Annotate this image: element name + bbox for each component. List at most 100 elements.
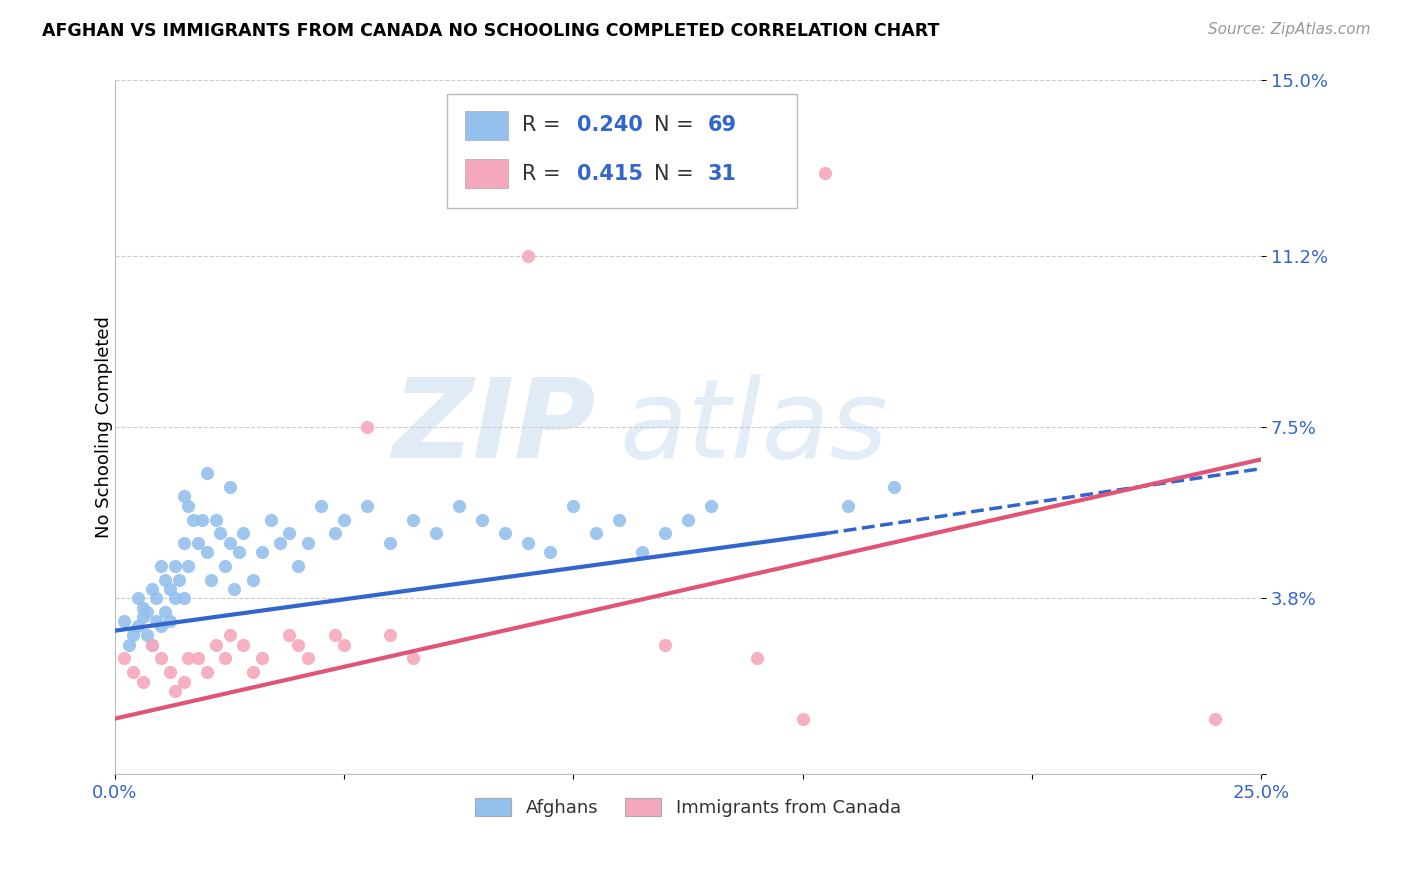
- Point: [155, 605, 177, 619]
- Point: [311, 499, 333, 513]
- Point: [214, 651, 236, 665]
- Point: [814, 165, 837, 179]
- Point: [356, 420, 378, 434]
- Point: [177, 558, 200, 573]
- Point: [269, 535, 291, 549]
- Point: [127, 619, 149, 633]
- Point: [200, 573, 222, 587]
- Point: [209, 526, 232, 541]
- Point: [163, 683, 186, 698]
- Point: [471, 513, 494, 527]
- FancyBboxPatch shape: [464, 159, 508, 188]
- Point: [186, 651, 208, 665]
- Point: [149, 651, 172, 665]
- Point: [538, 545, 561, 559]
- Text: 69: 69: [707, 115, 737, 135]
- Point: [333, 513, 356, 527]
- Point: [173, 535, 195, 549]
- Point: [112, 651, 135, 665]
- Text: R =: R =: [522, 115, 567, 135]
- Point: [323, 628, 346, 642]
- Point: [745, 651, 768, 665]
- Point: [131, 600, 153, 615]
- Text: ZIP: ZIP: [392, 374, 596, 481]
- Point: [177, 651, 200, 665]
- Point: [214, 558, 236, 573]
- Point: [356, 499, 378, 513]
- FancyBboxPatch shape: [447, 94, 797, 209]
- Point: [242, 665, 264, 680]
- Point: [378, 628, 401, 642]
- Point: [260, 513, 283, 527]
- Point: [516, 249, 538, 263]
- Point: [297, 535, 319, 549]
- Point: [278, 628, 301, 642]
- Point: [205, 513, 228, 527]
- Point: [297, 651, 319, 665]
- Point: [218, 628, 240, 642]
- Point: [402, 513, 425, 527]
- Point: [159, 615, 181, 629]
- Point: [654, 526, 676, 541]
- Point: [1204, 712, 1226, 726]
- Point: [167, 573, 190, 587]
- Point: [149, 558, 172, 573]
- Point: [195, 545, 218, 559]
- Point: [278, 526, 301, 541]
- Text: 0.240: 0.240: [576, 115, 643, 135]
- Text: AFGHAN VS IMMIGRANTS FROM CANADA NO SCHOOLING COMPLETED CORRELATION CHART: AFGHAN VS IMMIGRANTS FROM CANADA NO SCHO…: [42, 22, 939, 40]
- Text: 31: 31: [707, 164, 737, 184]
- Point: [136, 605, 159, 619]
- Point: [122, 628, 145, 642]
- Legend: Afghans, Immigrants from Canada: Afghans, Immigrants from Canada: [468, 790, 908, 824]
- Text: R =: R =: [522, 164, 567, 184]
- Point: [163, 558, 186, 573]
- Point: [323, 526, 346, 541]
- Point: [118, 638, 141, 652]
- Point: [700, 499, 723, 513]
- Point: [173, 490, 195, 504]
- Point: [250, 651, 273, 665]
- Point: [195, 665, 218, 680]
- Point: [205, 638, 228, 652]
- Point: [195, 467, 218, 481]
- Point: [883, 480, 905, 494]
- Point: [585, 526, 607, 541]
- Point: [378, 535, 401, 549]
- Point: [218, 535, 240, 549]
- Point: [191, 513, 214, 527]
- Point: [218, 480, 240, 494]
- Point: [141, 582, 163, 596]
- Point: [250, 545, 273, 559]
- Point: [155, 573, 177, 587]
- Point: [232, 638, 254, 652]
- Point: [177, 499, 200, 513]
- Text: atlas: atlas: [619, 374, 887, 481]
- Y-axis label: No Schooling Completed: No Schooling Completed: [96, 316, 112, 538]
- Point: [287, 638, 309, 652]
- Point: [131, 609, 153, 624]
- Point: [425, 526, 447, 541]
- Point: [122, 665, 145, 680]
- Point: [159, 582, 181, 596]
- Point: [333, 638, 356, 652]
- Text: 0.415: 0.415: [576, 164, 643, 184]
- Point: [224, 582, 246, 596]
- Point: [607, 513, 630, 527]
- Text: Source: ZipAtlas.com: Source: ZipAtlas.com: [1208, 22, 1371, 37]
- Point: [232, 526, 254, 541]
- Point: [186, 535, 208, 549]
- Point: [837, 499, 859, 513]
- Point: [173, 674, 195, 689]
- Point: [242, 573, 264, 587]
- Point: [654, 638, 676, 652]
- Point: [112, 615, 135, 629]
- Text: N =: N =: [654, 164, 700, 184]
- Point: [228, 545, 250, 559]
- Point: [447, 499, 470, 513]
- Point: [159, 665, 181, 680]
- Point: [141, 638, 163, 652]
- Point: [562, 499, 585, 513]
- Point: [173, 591, 195, 606]
- Point: [516, 535, 538, 549]
